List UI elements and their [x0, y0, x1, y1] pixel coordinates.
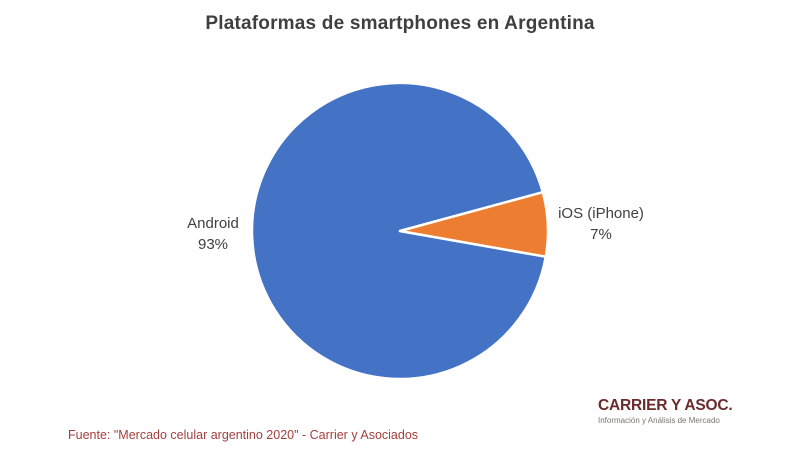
data-label-android-value: 93%: [197, 236, 229, 253]
data-label-ios: iOS (iPhone) 7%: [516, 203, 686, 245]
data-label-android: Android 93%: [128, 213, 298, 255]
data-label-ios-value: 7%: [590, 226, 612, 243]
chart-title: Plataformas de smartphones en Argentina: [205, 13, 595, 34]
data-label-android-name: Android: [187, 215, 239, 232]
source-note: Fuente: "Mercado celular argentino 2020"…: [68, 428, 419, 442]
pie-slice-ios-iphone: [398, 190, 550, 258]
company-logo-subtitle: Información y Análisis de Mercado: [598, 416, 720, 425]
company-logo-title: CARRIER Y ASOC.: [598, 397, 733, 414]
company-logo: CARRIER Y ASOC. Información y Análisis d…: [598, 397, 743, 425]
data-label-ios-name: iOS (iPhone): [558, 205, 644, 222]
